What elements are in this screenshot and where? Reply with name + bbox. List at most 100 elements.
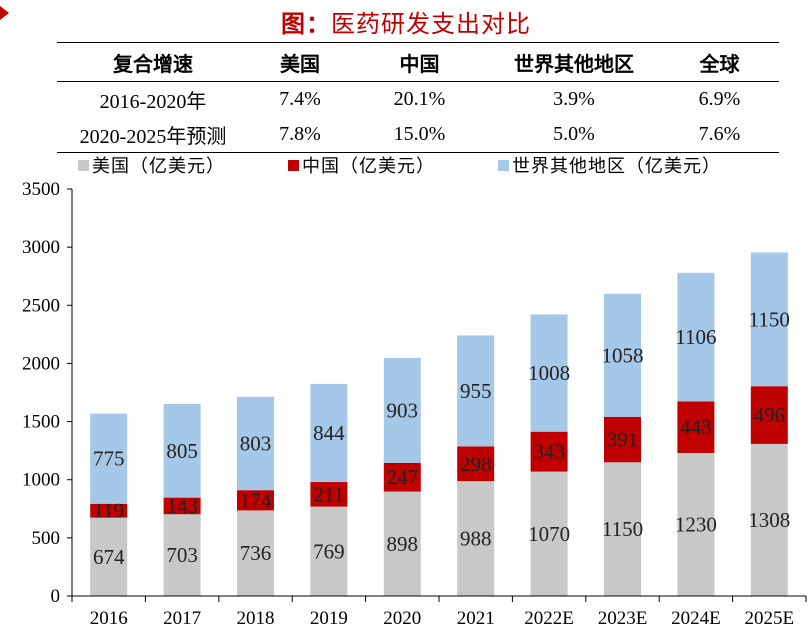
data-label: 391 bbox=[607, 428, 639, 452]
x-tick-label: 2024E bbox=[671, 608, 721, 629]
data-label: 1230 bbox=[675, 512, 717, 536]
bar-segment-rest-of-world bbox=[750, 252, 788, 387]
bar-segment-rest-of-world bbox=[604, 293, 641, 417]
legend-label: 中国（亿美元） bbox=[302, 156, 435, 177]
bar-segment-us bbox=[383, 491, 421, 596]
table-cell: 2016-2020年 bbox=[99, 91, 207, 113]
legend-item-rest-of-world: 世界其他地区（亿美元） bbox=[498, 152, 721, 178]
bar-segment-us bbox=[457, 481, 495, 596]
y-tick-label: 3000 bbox=[22, 237, 60, 258]
x-tick-label: 2023E bbox=[598, 608, 648, 629]
x-tick-label: 2025E bbox=[744, 608, 794, 629]
legend-label: 世界其他地区（亿美元） bbox=[512, 156, 721, 177]
bar-segment-rest-of-world bbox=[237, 396, 274, 491]
x-tick-label: 2021 bbox=[457, 608, 495, 629]
data-label: 803 bbox=[240, 431, 272, 455]
data-label: 775 bbox=[93, 447, 125, 471]
bar-segment-rest-of-world bbox=[90, 413, 128, 504]
table-cell: 7.8% bbox=[249, 117, 351, 153]
bar-segment-china bbox=[604, 416, 641, 463]
y-tick-label: 1000 bbox=[22, 470, 60, 491]
table-cell: 6.9% bbox=[698, 88, 741, 110]
legend-label: 美国（亿美元） bbox=[92, 156, 225, 177]
data-label: 769 bbox=[313, 539, 345, 563]
data-label: 496 bbox=[754, 403, 786, 427]
bar-segment-china bbox=[457, 446, 495, 482]
bar-segment-rest-of-world bbox=[457, 335, 495, 447]
data-label: 174 bbox=[240, 488, 272, 512]
data-label: 443 bbox=[680, 415, 712, 439]
x-tick-label: 2020 bbox=[383, 608, 421, 629]
bar-segment-us bbox=[163, 514, 201, 596]
data-label: 1070 bbox=[528, 522, 570, 546]
data-label: 298 bbox=[460, 452, 492, 476]
bar-segment-us bbox=[90, 517, 128, 596]
bar-segment-china bbox=[383, 462, 421, 492]
bar-segment-rest-of-world bbox=[530, 314, 568, 432]
x-tick-label: 2019 bbox=[310, 608, 348, 629]
data-label: 674 bbox=[93, 545, 125, 569]
table-cell: 15.0% bbox=[351, 117, 488, 153]
data-label: 903 bbox=[387, 398, 419, 422]
data-label: 805 bbox=[166, 439, 198, 463]
figure-title-text: 医药研发支出对比 bbox=[331, 12, 531, 38]
x-tick-label: 2016 bbox=[90, 608, 128, 629]
legend-swatch-icon bbox=[288, 160, 299, 171]
y-tick-label: 1500 bbox=[22, 412, 60, 433]
legend-item-us: 美国（亿美元） bbox=[78, 152, 225, 178]
data-label: 898 bbox=[387, 532, 419, 556]
y-tick-label: 2000 bbox=[22, 353, 60, 374]
bar-segment-us bbox=[604, 462, 641, 596]
bar-segment-rest-of-world bbox=[383, 357, 421, 463]
bar-segment-us bbox=[310, 506, 348, 596]
data-label: 736 bbox=[240, 541, 272, 565]
growth-table: 复合增速 美国 中国 世界其他地区 全球 2016-2020年 7.4% 20.… bbox=[57, 42, 779, 153]
figure-title: 图：医药研发支出对比 bbox=[0, 4, 812, 39]
bar-segment-china bbox=[310, 482, 348, 507]
data-label: 1058 bbox=[602, 343, 644, 367]
bar-segment-china bbox=[163, 497, 201, 515]
data-label: 988 bbox=[460, 527, 492, 551]
bar-segment-us bbox=[237, 510, 274, 596]
y-tick-label: 500 bbox=[32, 528, 61, 549]
growth-table-header-row: 复合增速 美国 中国 世界其他地区 全球 bbox=[57, 42, 779, 82]
bar-segment-rest-of-world bbox=[310, 383, 348, 483]
bar-segment-china bbox=[90, 503, 128, 518]
figure-title-lead: 图： bbox=[281, 12, 331, 38]
table-cell: 3.9% bbox=[553, 88, 595, 110]
data-label: 955 bbox=[460, 379, 492, 403]
table-row: 2016-2020年 7.4% 20.1% 3.9% 6.9% bbox=[57, 82, 779, 118]
data-label: 1008 bbox=[528, 361, 570, 385]
table-cell: 5.0% bbox=[488, 117, 660, 153]
table-row: 2020-2025年预测 7.8% 15.0% 5.0% 7.6% bbox=[57, 117, 779, 153]
bar-segment-us bbox=[530, 471, 568, 596]
x-tick-label: 2017 bbox=[163, 608, 201, 629]
data-label: 1150 bbox=[749, 307, 790, 331]
x-tick-label: 2018 bbox=[237, 608, 275, 629]
data-label: 247 bbox=[387, 465, 419, 489]
data-label: 1150 bbox=[602, 517, 643, 541]
bar-segment-china bbox=[237, 490, 274, 511]
table-cell: 2020-2025年预测 bbox=[57, 117, 249, 153]
bar-segment-rest-of-world bbox=[677, 272, 715, 402]
bar-segment-us bbox=[677, 452, 715, 596]
bar-segment-china bbox=[677, 401, 715, 453]
legend-swatch-icon bbox=[78, 160, 89, 171]
legend-swatch-icon bbox=[498, 160, 509, 171]
bar-segment-china bbox=[530, 431, 568, 472]
title-marker-icon bbox=[0, 6, 9, 20]
growth-table-header: 美国 bbox=[249, 42, 351, 82]
y-tick-label: 3500 bbox=[22, 179, 60, 200]
table-cell: 20.1% bbox=[393, 88, 446, 110]
data-label: 1308 bbox=[748, 508, 790, 532]
y-tick-label: 0 bbox=[51, 586, 61, 607]
data-label: 1106 bbox=[675, 325, 716, 349]
bar-segment-china bbox=[750, 386, 788, 444]
data-label: 844 bbox=[313, 421, 345, 445]
data-label: 703 bbox=[166, 543, 198, 567]
data-label: 211 bbox=[314, 482, 345, 506]
bar-segment-us bbox=[750, 443, 788, 596]
table-cell: 7.6% bbox=[660, 117, 779, 153]
growth-table-header: 全球 bbox=[660, 42, 779, 82]
